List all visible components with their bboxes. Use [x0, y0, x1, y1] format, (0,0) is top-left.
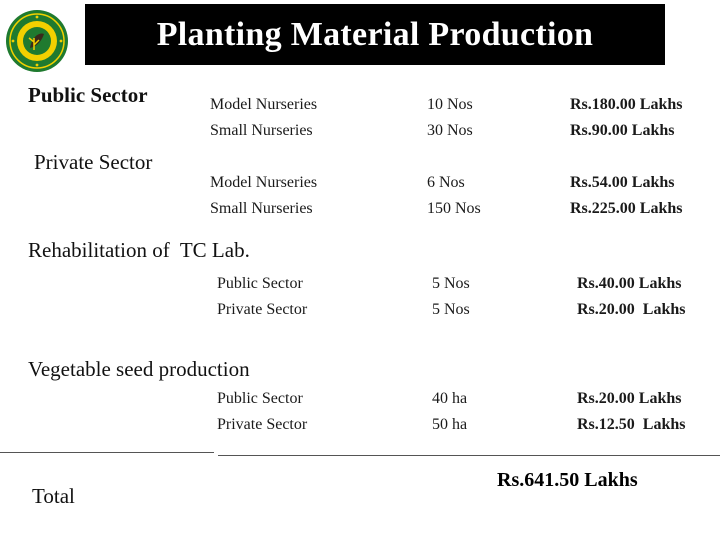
public-small-label: Small Nurseries — [210, 122, 313, 139]
private-model-label: Model Nurseries — [210, 174, 318, 191]
public-model-cost: Rs.180.00 Lakhs — [570, 96, 683, 113]
tc-private-label: Private Sector — [217, 301, 308, 318]
public-small-qty: 30 Nos — [427, 122, 473, 139]
private-model-cost: Rs.54.00 Lakhs — [570, 174, 675, 191]
tc-public-qty: 5 Nos — [432, 275, 470, 292]
public-sector-heading: Public Sector — [28, 83, 148, 107]
veg-private-qty: 50 ha — [432, 416, 468, 433]
title-banner: Planting Material Production — [85, 4, 665, 65]
private-sector-heading: Private Sector — [34, 150, 153, 174]
total-divider-right — [218, 455, 720, 456]
tc-private-cost: Rs.20.00 Lakhs — [577, 301, 686, 318]
private-small-cost: Rs.225.00 Lakhs — [570, 200, 683, 217]
total-divider-left — [0, 452, 214, 453]
veg-private-label: Private Sector — [217, 416, 308, 433]
private-small-label: Small Nurseries — [210, 200, 313, 217]
tc-private-qty: 5 Nos — [432, 301, 470, 318]
total-value: Rs.641.50 Lakhs — [497, 469, 638, 491]
tc-public-label: Public Sector — [217, 275, 303, 292]
public-model-label: Model Nurseries — [210, 96, 318, 113]
public-model-qty: 10 Nos — [427, 96, 473, 113]
veg-public-cost: Rs.20.00 Lakhs — [577, 390, 682, 407]
tc-public-cost: Rs.40.00 Lakhs — [577, 275, 682, 292]
private-model-qty: 6 Nos — [427, 174, 465, 191]
veg-public-label: Public Sector — [217, 390, 303, 407]
veg-private-cost: Rs.12.50 Lakhs — [577, 416, 686, 433]
vegetable-heading: Vegetable seed production — [28, 357, 250, 381]
emblem-seal-icon — [6, 10, 68, 72]
total-label: Total — [32, 484, 75, 508]
page-title: Planting Material Production — [156, 15, 594, 53]
veg-public-qty: 40 ha — [432, 390, 468, 407]
private-small-qty: 150 Nos — [427, 200, 481, 217]
public-small-cost: Rs.90.00 Lakhs — [570, 122, 675, 139]
tc-lab-heading: Rehabilitation of TC Lab. — [28, 238, 250, 262]
